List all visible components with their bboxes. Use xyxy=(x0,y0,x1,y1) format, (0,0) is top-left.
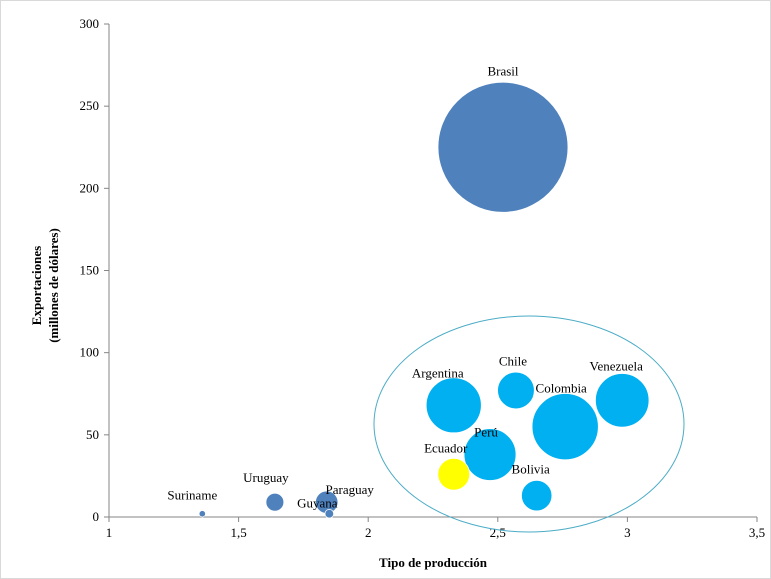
y-axis-title-line1: Exportaciones xyxy=(29,246,44,325)
x-tick-label: 2 xyxy=(365,525,372,540)
label-venezuela: Venezuela xyxy=(590,358,644,373)
label-guyana: Guyana xyxy=(297,496,338,511)
x-tick-label: 1,5 xyxy=(230,525,246,540)
x-axis-title: Tipo de producción xyxy=(379,555,488,570)
x-tick-label: 3,5 xyxy=(749,525,765,540)
y-axis-title-line2: (millones de dólares) xyxy=(46,228,61,343)
bubble-suriname xyxy=(198,510,206,518)
bubble-ecuador xyxy=(437,457,471,491)
label-uruguay: Uruguay xyxy=(243,470,289,485)
bubbles xyxy=(198,81,685,533)
axes: 0 50 100 150 200 250 300 1 1,5 2 2,5 3 3,5 xyxy=(80,16,766,540)
bubble-colombia xyxy=(531,393,599,461)
y-tick-label: 0 xyxy=(93,509,100,524)
label-brasil: Brasil xyxy=(487,63,518,78)
bubble-argentina xyxy=(425,377,482,434)
label-colombia: Colombia xyxy=(536,381,588,396)
bubble-uruguay xyxy=(265,492,285,512)
x-tick-label: 1 xyxy=(106,525,113,540)
bubble-brasil xyxy=(437,81,569,213)
grouping-ellipse xyxy=(373,315,685,533)
y-tick-label: 200 xyxy=(80,180,100,195)
y-tick-label: 150 xyxy=(80,263,100,278)
bubble-per xyxy=(463,428,517,481)
bubble-venezuela xyxy=(595,373,650,428)
bubble-chile xyxy=(497,371,535,410)
label-argentina: Argentina xyxy=(412,365,464,380)
bubble-guyana xyxy=(324,508,335,519)
y-tick-label: 250 xyxy=(80,98,100,113)
label-per: Perú xyxy=(474,425,498,440)
label-ecuador: Ecuador xyxy=(424,440,468,455)
label-suriname: Suriname xyxy=(167,488,217,503)
x-tick-label: 3 xyxy=(624,525,631,540)
y-tick-label: 100 xyxy=(80,345,100,360)
y-tick-label: 300 xyxy=(80,16,100,31)
label-paraguay: Paraguay xyxy=(326,482,375,497)
bubble-bolivia xyxy=(521,479,553,512)
y-tick-label: 50 xyxy=(86,427,99,442)
label-bolivia: Bolivia xyxy=(512,462,551,477)
x-tick-label: 2,5 xyxy=(490,525,506,540)
label-chile: Chile xyxy=(499,353,527,368)
